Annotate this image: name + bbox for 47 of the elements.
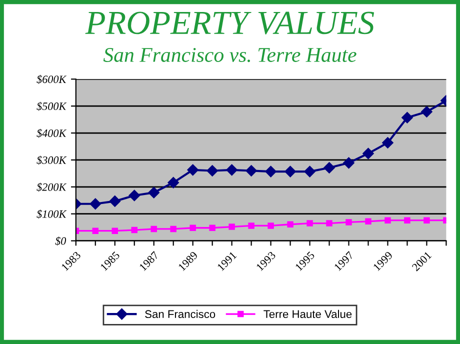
point: [226, 164, 238, 176]
y-tick-label: $600K: [36, 74, 67, 84]
point: [148, 186, 160, 198]
y-tick-label: $200K: [36, 182, 67, 192]
point: [404, 217, 410, 224]
point: [421, 106, 432, 118]
chart-subtitle: San Francisco vs. Terre Haute: [103, 48, 356, 62]
point: [287, 221, 294, 228]
y-tick-label: $300K: [36, 156, 67, 165]
point: [109, 196, 120, 207]
point: [326, 220, 332, 226]
point: [284, 166, 296, 178]
chart-title: PROPERTY VALUES: [85, 12, 374, 34]
point: [424, 217, 430, 224]
point: [346, 219, 352, 226]
point: [402, 112, 413, 124]
point: [112, 228, 118, 234]
point: [362, 148, 374, 160]
point: [306, 220, 313, 226]
point: [170, 226, 176, 232]
legend-label: Terre Haute Value: [264, 310, 352, 318]
point: [304, 166, 316, 178]
point: [128, 190, 140, 202]
point: [131, 226, 138, 234]
point: [365, 218, 372, 225]
point: [265, 166, 276, 178]
y-tick-label: $100K: [36, 210, 67, 219]
point: [90, 198, 101, 210]
y-tick-label: $400K: [36, 128, 67, 138]
point: [268, 222, 274, 229]
point: [168, 176, 179, 188]
point: [384, 217, 391, 224]
point: [92, 228, 99, 234]
point: [228, 224, 235, 230]
point: [187, 164, 198, 176]
point: [343, 157, 354, 169]
y-tick-label: $0: [55, 236, 66, 246]
y-tick-label: $500K: [36, 102, 67, 111]
point: [209, 224, 216, 231]
point: [382, 137, 394, 148]
legend-label: San Francisco: [145, 310, 216, 318]
point: [246, 165, 257, 176]
point: [190, 224, 196, 231]
point: [324, 162, 335, 174]
point: [150, 226, 157, 232]
point: [248, 222, 254, 229]
point: [206, 165, 218, 176]
